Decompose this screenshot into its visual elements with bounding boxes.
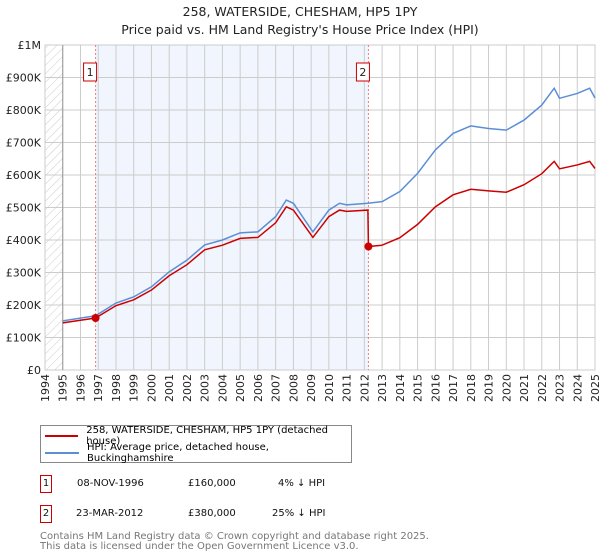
hpi-line	[62, 86, 596, 322]
sale-badge: 2	[40, 505, 52, 523]
chart-title: 258, WATERSIDE, CHESHAM, HP5 1PY	[182, 4, 418, 19]
legend-label-property: 258, WATERSIDE, CHESHAM, HP5 1PY (detach…	[86, 425, 328, 447]
x-tick-label: 2013	[376, 374, 389, 402]
sale-badge: 1	[40, 475, 52, 493]
sale-label: 2	[359, 66, 366, 79]
x-tick-label: 2001	[163, 374, 176, 402]
x-tick-label: 2018	[465, 374, 478, 402]
y-tick-label: £300K	[6, 267, 42, 280]
sale-label-box	[355, 62, 370, 82]
sale-date: 23-MAR-2012	[76, 508, 144, 519]
x-tick-label: 2011	[341, 374, 354, 402]
x-tick-label: 2003	[199, 374, 212, 402]
x-tick-label: 2006	[252, 374, 265, 402]
y-tick-label: £800K	[6, 104, 42, 117]
sale-price: £160,000	[188, 478, 236, 489]
x-tick-label: 2019	[483, 374, 496, 402]
chart-subtitle: Price paid vs. HM Land Registry's House …	[121, 22, 479, 37]
sale-date: 08-NOV-1996	[77, 478, 144, 489]
footer-copyright: Contains HM Land Registry data © Crown c…	[40, 531, 429, 542]
x-tick-label: 2023	[554, 374, 567, 402]
y-tick-label: £1M	[18, 39, 42, 52]
sale-label: 1	[87, 66, 94, 79]
x-tick-label: 1995	[57, 374, 70, 402]
x-tick-label: 2005	[234, 374, 247, 402]
plot-area: 1994 1995 1996 1997 1998 1999 2000 2001 2002 2003…	[6, 39, 600, 402]
x-tick-label: 1998	[110, 374, 123, 402]
legend: 258, WATERSIDE, CHESHAM, HP5 1PY (detach…	[40, 425, 352, 464]
x-tick-label: 2022	[536, 374, 549, 402]
x-tick-label: 2015	[412, 374, 425, 402]
x-tick-label: 2004	[216, 374, 229, 402]
y-tick-label: £100K	[6, 332, 42, 345]
x-tick-label: 2000	[145, 374, 158, 402]
sale-price: £380,000	[188, 508, 236, 519]
table-row: 1 08-NOV-1996 £160,000 4% ↓ HPI	[40, 475, 440, 493]
y-tick-label: £600K	[6, 169, 42, 182]
sale-point	[364, 242, 373, 251]
legend-blue-line	[45, 452, 80, 454]
y-tick-label: £700K	[6, 137, 42, 150]
x-tick-label: 1999	[128, 374, 141, 402]
x-tick-label: 2017	[447, 374, 460, 402]
x-tick-label: 2007	[270, 374, 283, 402]
x-tick-label: 2021	[518, 374, 531, 402]
x-tick-label: 1994	[39, 374, 52, 402]
x-tick-label: 1997	[92, 374, 105, 402]
sale-point	[91, 314, 100, 322]
sale-hpi-diff: 25% ↓ HPI	[272, 508, 326, 519]
legend-red-line	[45, 435, 79, 437]
y-tick-label: £0	[27, 364, 41, 377]
y-tick-label: £400K	[6, 234, 42, 247]
x-tick-label: 2024	[571, 374, 584, 402]
y-tick-label: £900K	[6, 72, 42, 85]
x-tick-label: 2002	[181, 374, 194, 402]
property-price-line	[62, 160, 596, 324]
x-tick-label: 1996	[74, 374, 87, 402]
x-tick-label: 2025	[589, 374, 600, 402]
y-tick-label: £200K	[6, 299, 42, 312]
x-tick-label: 2009	[305, 374, 318, 402]
x-tick-label: 2020	[500, 374, 513, 402]
footer-licence: This data is licensed under the Open Gov…	[40, 541, 359, 552]
table-row: 2 23-MAR-2012 £380,000 25% ↓ HPI	[40, 505, 440, 523]
sale-label-box	[83, 62, 98, 82]
x-tick-label: 2014	[394, 374, 407, 402]
x-tick-label: 2016	[429, 374, 442, 402]
x-tick-label: 2012	[358, 374, 371, 402]
legend-label-hpi: HPI: Average price, detached house, Buck…	[87, 442, 269, 464]
sale-hpi-diff: 4% ↓ HPI	[278, 478, 326, 489]
y-tick-label: £500K	[6, 202, 42, 215]
x-tick-label: 2008	[287, 374, 300, 402]
x-tick-label: 2010	[323, 374, 336, 402]
